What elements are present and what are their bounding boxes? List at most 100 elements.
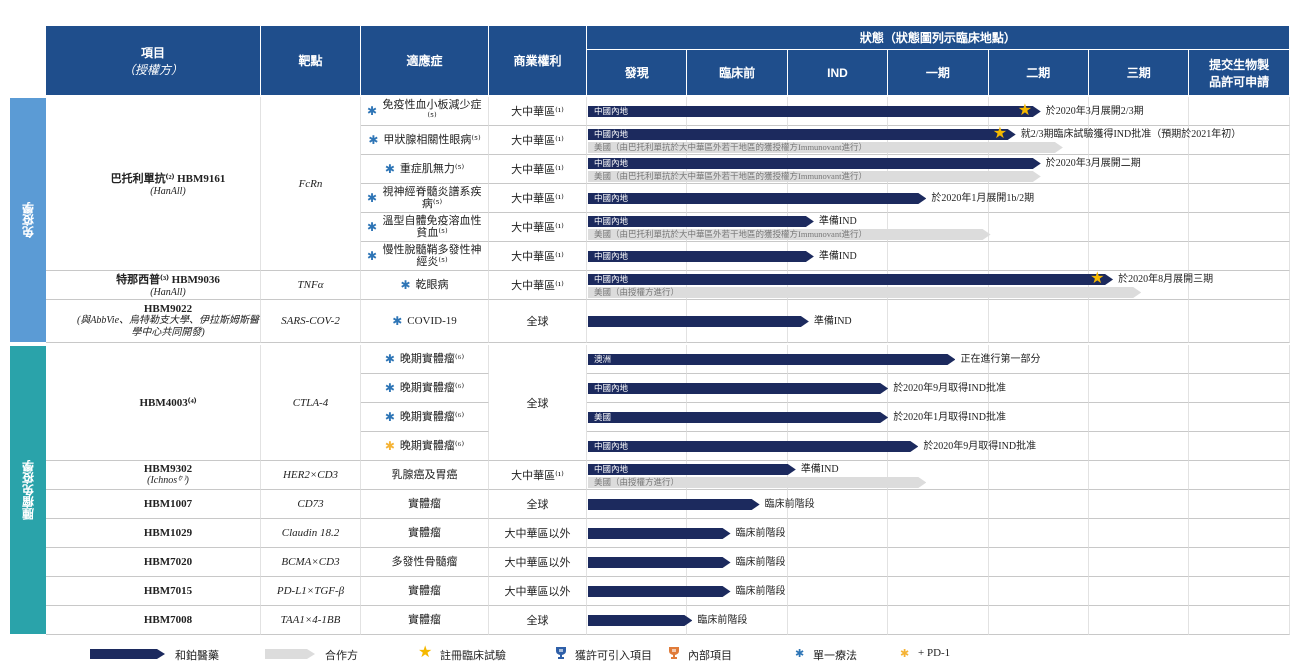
stage-cell — [1189, 490, 1290, 519]
stage-cell — [988, 548, 1089, 577]
progress-bar — [588, 193, 926, 204]
stage-cell — [988, 403, 1089, 432]
status-note: 臨床前階段 — [735, 527, 786, 539]
stage-cell — [787, 519, 889, 548]
status-note: 於2020年3月展開二期 — [1045, 157, 1141, 169]
header-rights: 商業權利 — [489, 26, 587, 96]
indication-cell: ✱ 重症肌無力⁽⁵⁾ — [361, 155, 489, 184]
therapy-mark: ✱ — [367, 219, 378, 234]
stage-cell — [988, 271, 1089, 300]
bar-label: 中國內地 — [594, 383, 629, 393]
product-name: HBM9302 — [143, 463, 193, 475]
stage-cell — [988, 432, 1089, 461]
stage-cell — [988, 519, 1089, 548]
licensor: (HanAll) — [150, 287, 186, 298]
product-cell: HBM7015 — [46, 577, 261, 606]
header-stage: 提交生物製品許可申請 — [1189, 50, 1290, 96]
rights: 全球 — [489, 606, 587, 635]
stage-cell — [888, 300, 989, 343]
indication: 重症肌無力⁽⁵⁾ — [399, 163, 465, 175]
stage-cell — [1189, 97, 1290, 126]
bar-label: 中國內地 — [594, 464, 629, 474]
header-licensor: （授權方） — [122, 62, 183, 77]
progress-bar — [588, 528, 731, 539]
status-note: 臨床前階段 — [764, 498, 815, 510]
bar-label: 美國 — [594, 412, 612, 422]
stage-cell — [888, 374, 989, 403]
status-note: 準備IND — [818, 215, 857, 227]
stage-cell — [1089, 213, 1190, 242]
indication: 晚期實體瘤⁽⁶⁾ — [399, 440, 465, 452]
stage-cell — [1089, 548, 1190, 577]
stage-cell — [888, 271, 989, 300]
status-note: 於2020年1月取得IND批准 — [893, 411, 1006, 423]
indication: 甲狀腺相關性眼病⁽⁵⁾ — [383, 134, 481, 146]
therapy-mark: ✱ — [400, 277, 411, 292]
rights: 大中華區⁽¹⁾ — [489, 184, 587, 213]
indication-cell: 實體瘤 — [361, 519, 489, 548]
registrational-star: ★ — [1090, 270, 1105, 287]
rights: 大中華區⁽¹⁾ — [489, 155, 587, 184]
product-cell: 巴托利單抗⁽²⁾ HBM9161 (HanAll) — [46, 97, 261, 271]
therapy-mark: ✱ — [392, 313, 403, 328]
status-note: 於2020年1月展開1b/2期 — [931, 192, 1035, 204]
legend-label: 合作方 — [325, 650, 358, 662]
licensor: (HanAll) — [150, 185, 186, 197]
product-name: 巴托利單抗⁽²⁾ HBM9161 — [110, 172, 226, 185]
stage-cell — [888, 403, 989, 432]
progress-bar — [588, 216, 814, 227]
indication-cell: 多發性骨髓瘤 — [361, 548, 489, 577]
progress-bar — [588, 464, 796, 475]
stage-cell — [787, 242, 889, 271]
stage-cell — [988, 242, 1089, 271]
header-stage: 一期 — [888, 50, 989, 96]
stage-cell — [1189, 432, 1290, 461]
stage-cell — [988, 97, 1089, 126]
indication-cell: ✱ 晚期實體瘤⁽⁶⁾ — [361, 345, 489, 374]
indication: 溫型自體免疫溶血性貧血⁽⁵⁾ — [382, 215, 482, 239]
stage-cell — [1189, 606, 1290, 635]
stage-cell — [1089, 271, 1190, 300]
stage-cell — [787, 577, 889, 606]
rights: 大中華區以外 — [489, 519, 587, 548]
stage-cell — [988, 345, 1089, 374]
stage-cell — [587, 271, 688, 300]
therapy-mark: ✱ — [384, 380, 395, 395]
status-note: 臨床前階段 — [735, 556, 786, 568]
product-name: HBM1007 — [143, 498, 193, 510]
stage-cell — [587, 126, 688, 155]
stage-cell — [1189, 577, 1290, 606]
bar-label: 中國內地 — [594, 158, 629, 168]
stage-cell — [687, 155, 788, 184]
product-name: HBM9022 — [143, 303, 193, 315]
indication-cell: ✱ 晚期實體瘤⁽⁶⁾ — [361, 374, 489, 403]
status-note: 臨床前階段 — [735, 585, 786, 597]
progress-bar — [588, 557, 731, 568]
indication-cell: 實體瘤 — [361, 577, 489, 606]
progress-bar — [588, 615, 692, 626]
stage-cell — [1189, 155, 1290, 184]
header-stage: 臨床前 — [687, 50, 788, 96]
stage-cell — [988, 213, 1089, 242]
product-cell: HBM9302 (Ichnos⁽⁷⁾) — [46, 461, 261, 490]
rights: 大中華區⁽¹⁾ — [489, 271, 587, 300]
target: SARS-COV-2 — [261, 300, 361, 343]
stage-cell — [888, 461, 989, 490]
therapy-mark: ✱ — [384, 438, 395, 453]
bar-label: 美國（由授權方進行） — [594, 287, 680, 297]
status-note: 就2/3期臨床試驗獲得IND批准（預期於2021年初） — [1020, 128, 1242, 140]
bar-label: 澳洲 — [594, 354, 612, 364]
indication: COVID-19 — [407, 315, 457, 327]
stage-cell — [1089, 242, 1190, 271]
progress-bar — [588, 158, 1041, 169]
stage-cell — [687, 126, 788, 155]
stage-cell — [1089, 374, 1190, 403]
progress-bar — [588, 499, 760, 510]
bar-label: 美國（由巴托利單抗於大中華區外若干地區的獲授權方Immunovant進行） — [594, 142, 867, 152]
stage-cell — [988, 155, 1089, 184]
licensor: (與AbbVie、烏特勒支大學、伊拉斯姆斯醫學中心共同開發) — [76, 315, 260, 338]
header-item-title: 項目 — [140, 45, 165, 60]
stage-cell — [988, 461, 1089, 490]
legend-label: + PD-1 — [918, 647, 951, 659]
stage-cell — [787, 461, 889, 490]
